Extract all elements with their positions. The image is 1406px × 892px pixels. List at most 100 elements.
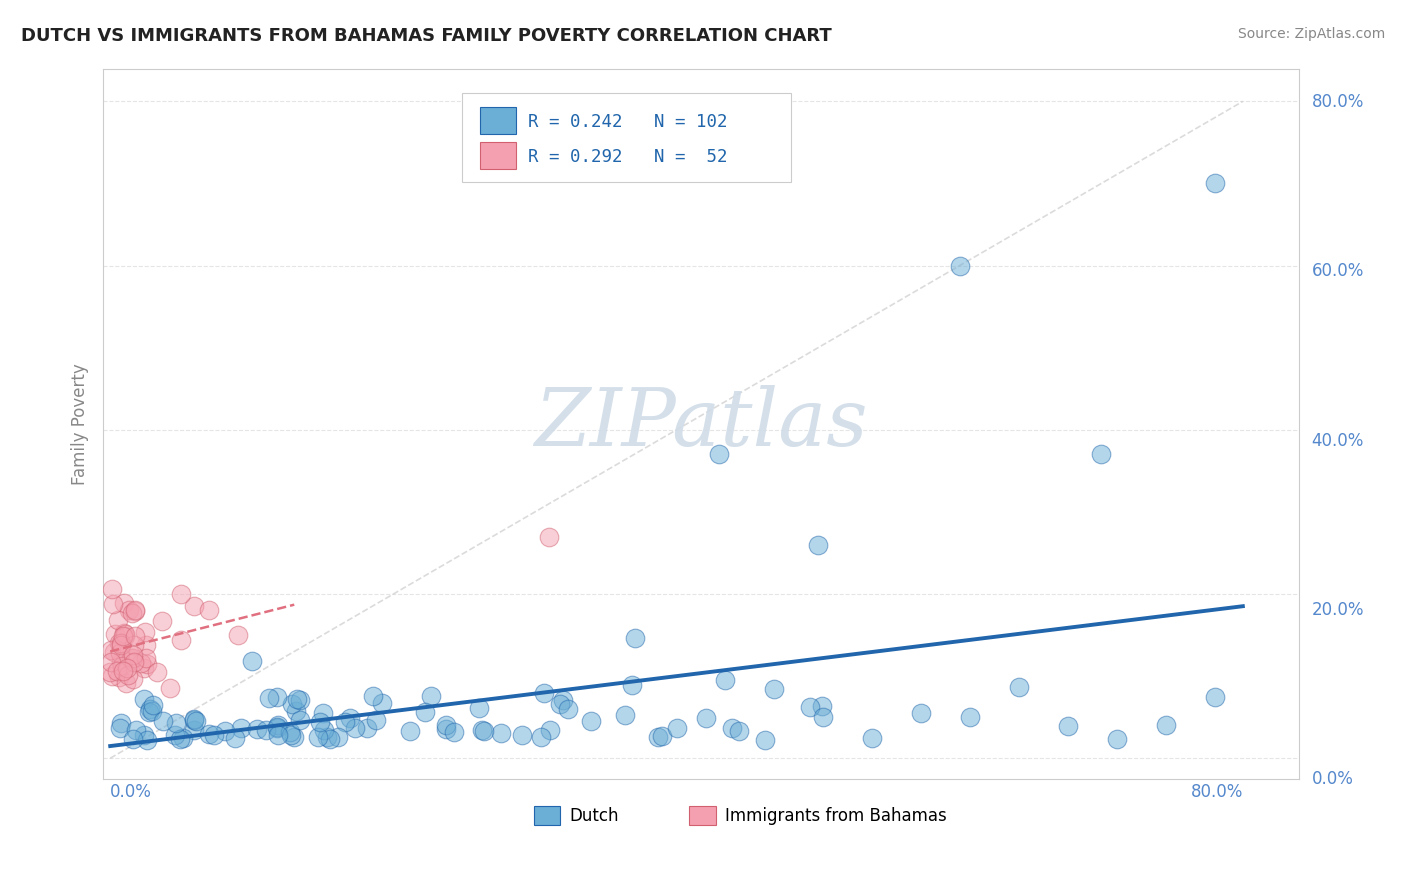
Point bbox=[135, 638, 157, 652]
Point bbox=[121, 672, 143, 686]
Point bbox=[163, 728, 186, 742]
Point bbox=[538, 530, 561, 544]
Point bbox=[399, 724, 422, 739]
Point bbox=[763, 682, 786, 697]
Point bbox=[266, 690, 288, 704]
Point bbox=[122, 655, 145, 669]
Point bbox=[246, 722, 269, 736]
Point bbox=[254, 723, 277, 737]
Point bbox=[533, 686, 555, 700]
Point bbox=[124, 629, 146, 643]
Point bbox=[129, 657, 152, 671]
Point bbox=[647, 730, 669, 744]
Point bbox=[183, 599, 205, 614]
Point bbox=[132, 728, 155, 742]
Point bbox=[121, 607, 143, 621]
Point bbox=[364, 714, 387, 728]
Point bbox=[141, 704, 163, 718]
Point bbox=[551, 693, 574, 707]
Point bbox=[707, 447, 730, 461]
Point bbox=[124, 723, 146, 737]
Point bbox=[173, 731, 195, 746]
Point bbox=[1056, 719, 1078, 733]
Point bbox=[319, 731, 342, 746]
Point bbox=[111, 629, 134, 643]
FancyBboxPatch shape bbox=[479, 107, 516, 134]
Point bbox=[288, 693, 311, 707]
Point bbox=[184, 714, 207, 728]
Point bbox=[136, 657, 159, 672]
Point bbox=[949, 259, 972, 273]
Point bbox=[695, 711, 717, 725]
Point bbox=[613, 708, 636, 723]
Point bbox=[288, 713, 311, 727]
Point bbox=[240, 654, 263, 668]
Point bbox=[468, 701, 491, 715]
Point bbox=[165, 715, 187, 730]
Point bbox=[343, 721, 366, 735]
Point bbox=[138, 705, 160, 719]
Point bbox=[110, 656, 132, 670]
Point bbox=[135, 733, 157, 747]
FancyBboxPatch shape bbox=[463, 94, 792, 182]
Point bbox=[489, 726, 512, 740]
Point bbox=[728, 724, 751, 739]
Point bbox=[108, 647, 131, 661]
Point bbox=[122, 732, 145, 747]
Point bbox=[170, 587, 193, 601]
Text: ZIPatlas: ZIPatlas bbox=[534, 384, 868, 462]
Point bbox=[159, 681, 181, 696]
Point bbox=[548, 697, 571, 711]
Text: 80.0%: 80.0% bbox=[1191, 783, 1243, 801]
Point bbox=[110, 636, 132, 650]
Point bbox=[120, 651, 142, 665]
Point bbox=[285, 691, 308, 706]
Point bbox=[118, 603, 141, 617]
Text: 0.0%: 0.0% bbox=[1312, 770, 1354, 788]
Point bbox=[134, 624, 156, 639]
Point bbox=[202, 727, 225, 741]
Point bbox=[117, 668, 139, 682]
Point bbox=[538, 723, 561, 738]
Point bbox=[226, 628, 249, 642]
Point bbox=[110, 638, 132, 652]
Point bbox=[434, 718, 457, 732]
Point bbox=[105, 664, 128, 678]
Point bbox=[169, 732, 191, 747]
Point bbox=[122, 648, 145, 662]
Text: 80.0%: 80.0% bbox=[1312, 94, 1364, 112]
Point bbox=[124, 602, 146, 616]
Point bbox=[170, 632, 193, 647]
Point bbox=[714, 673, 737, 687]
Point bbox=[198, 603, 221, 617]
Text: 20.0%: 20.0% bbox=[1312, 600, 1364, 619]
Point bbox=[107, 613, 129, 627]
Point bbox=[283, 730, 305, 744]
Point bbox=[721, 721, 744, 735]
Point bbox=[104, 627, 127, 641]
Point bbox=[111, 665, 134, 679]
Point bbox=[115, 661, 138, 675]
Point bbox=[557, 702, 579, 716]
Point bbox=[100, 655, 122, 669]
Point bbox=[339, 711, 361, 725]
Point bbox=[141, 698, 163, 712]
Point bbox=[413, 705, 436, 719]
Point bbox=[813, 710, 835, 724]
Point bbox=[420, 690, 443, 704]
Point bbox=[267, 728, 290, 742]
Point bbox=[124, 603, 146, 617]
Point bbox=[114, 629, 136, 643]
Point bbox=[132, 661, 155, 675]
Point bbox=[959, 709, 981, 723]
Point bbox=[152, 714, 174, 728]
Point bbox=[139, 702, 162, 716]
Y-axis label: Family Poverty: Family Poverty bbox=[72, 363, 89, 484]
Point bbox=[624, 631, 647, 645]
Point bbox=[1090, 447, 1112, 461]
Point bbox=[214, 723, 236, 738]
Point bbox=[356, 721, 378, 735]
Point bbox=[266, 718, 288, 732]
Point bbox=[314, 723, 336, 738]
Point bbox=[183, 714, 205, 728]
